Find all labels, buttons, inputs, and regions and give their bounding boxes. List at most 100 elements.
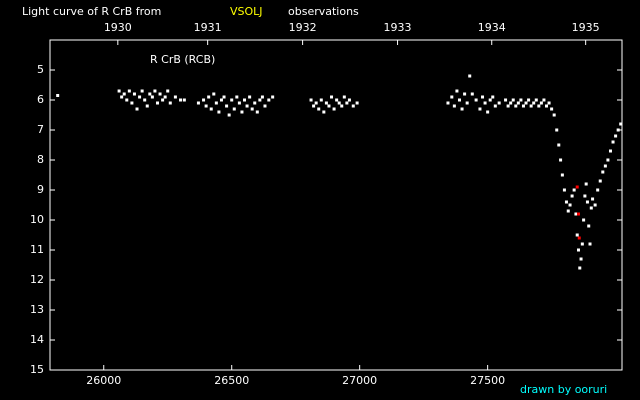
data-point — [483, 101, 487, 105]
data-point — [258, 98, 262, 102]
data-point — [342, 95, 346, 99]
data-point — [202, 98, 206, 102]
chart-title: Light curve of R CrB from — [22, 5, 161, 18]
data-point — [587, 224, 591, 228]
data-point — [122, 92, 126, 96]
x-tick-label: 27500 — [470, 374, 505, 387]
data-point — [576, 248, 580, 252]
data-point — [212, 92, 216, 96]
data-point — [580, 242, 584, 246]
data-point — [566, 209, 570, 213]
data-point — [345, 101, 349, 105]
data-point — [470, 92, 474, 96]
data-point — [132, 92, 136, 96]
data-point — [511, 98, 515, 102]
data-point — [125, 98, 129, 102]
data-point — [143, 98, 147, 102]
data-point — [340, 104, 344, 108]
data-point — [148, 92, 152, 96]
data-point — [560, 173, 564, 177]
data-point — [504, 98, 508, 102]
data-point — [493, 104, 497, 108]
y-tick-label: 6 — [37, 93, 44, 106]
data-point — [446, 101, 450, 105]
data-point — [196, 101, 200, 105]
data-point — [465, 101, 469, 105]
data-point — [317, 107, 321, 111]
data-point — [117, 89, 121, 93]
data-point — [598, 179, 602, 183]
data-point — [568, 203, 572, 207]
data-point — [521, 104, 525, 108]
data-point — [575, 233, 579, 237]
data-point — [588, 242, 592, 246]
data-point — [217, 110, 221, 114]
data-point — [56, 94, 60, 97]
annotation: R CrB (RCB) — [150, 53, 215, 66]
data-point — [557, 143, 561, 147]
x-tick-label: 26500 — [214, 374, 249, 387]
data-point — [330, 95, 334, 99]
data-point — [207, 95, 211, 99]
data-point — [260, 95, 264, 99]
data-point — [240, 110, 244, 114]
x-tick-label: 27000 — [342, 374, 377, 387]
data-point — [312, 104, 316, 108]
data-point — [514, 104, 518, 108]
data-point — [529, 104, 533, 108]
data-point — [576, 212, 580, 216]
data-point — [532, 101, 536, 105]
data-point — [250, 107, 254, 111]
data-point — [596, 188, 600, 192]
data-point — [225, 104, 229, 108]
data-point — [263, 104, 267, 108]
data-point — [524, 101, 528, 105]
data-point — [537, 104, 541, 108]
data-point — [601, 170, 605, 174]
data-point — [457, 98, 461, 102]
data-point — [468, 74, 472, 78]
data-point — [481, 95, 485, 99]
x-tick-label: 26000 — [86, 374, 121, 387]
data-point — [583, 194, 587, 198]
data-point — [309, 98, 313, 102]
y-tick-label: 13 — [30, 303, 44, 316]
data-point — [516, 101, 520, 105]
data-point — [182, 98, 186, 102]
data-point — [150, 95, 154, 99]
data-point — [120, 95, 124, 99]
data-point — [179, 98, 183, 102]
data-point — [585, 200, 589, 204]
data-point — [355, 101, 359, 105]
data-point — [606, 158, 610, 162]
y-tick-label: 5 — [37, 63, 44, 76]
data-point — [552, 113, 556, 117]
data-point — [497, 101, 501, 105]
data-point — [248, 95, 252, 99]
data-point — [491, 95, 495, 99]
data-point — [455, 89, 459, 93]
data-point — [574, 212, 578, 216]
data-point — [527, 98, 531, 102]
x2-tick-label: 1933 — [384, 21, 412, 34]
plot-frame — [49, 39, 623, 371]
data-point — [145, 104, 149, 108]
data-point — [222, 95, 226, 99]
data-point — [173, 95, 177, 99]
data-point — [155, 101, 159, 105]
data-point — [578, 266, 582, 270]
x2-tick-label: 1931 — [194, 21, 222, 34]
data-point — [542, 98, 546, 102]
data-point — [534, 98, 538, 102]
credit: drawn by ooruri — [520, 383, 607, 396]
data-point — [138, 95, 142, 99]
y-tick-label: 9 — [37, 183, 44, 196]
data-point — [335, 98, 339, 102]
data-point — [593, 203, 597, 207]
data-point — [347, 98, 351, 102]
data-point — [322, 110, 326, 114]
data-point — [163, 95, 167, 99]
y-tick-label: 14 — [30, 333, 44, 346]
data-point — [166, 89, 170, 93]
